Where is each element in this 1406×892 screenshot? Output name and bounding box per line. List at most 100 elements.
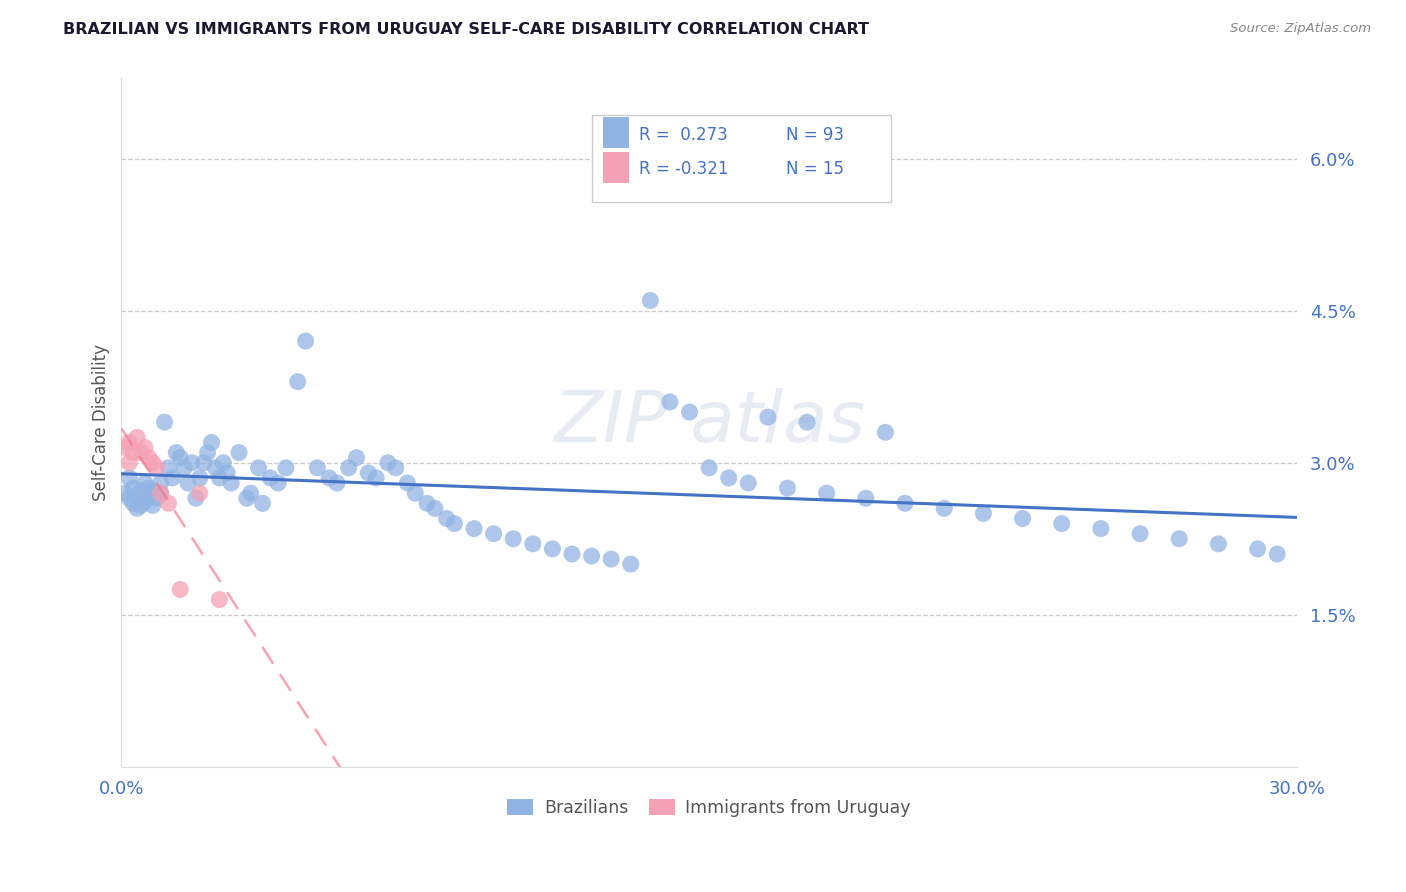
Point — [416, 496, 439, 510]
Point — [1168, 532, 1191, 546]
Point — [463, 522, 485, 536]
Point — [756, 410, 779, 425]
Point — [581, 549, 603, 563]
Text: R =  0.273: R = 0.273 — [638, 126, 727, 144]
Point — [1129, 526, 1152, 541]
Point — [1090, 522, 1112, 536]
Point — [1208, 537, 1230, 551]
Point — [259, 471, 281, 485]
Point — [165, 445, 187, 459]
Point — [796, 415, 818, 429]
Point — [145, 460, 167, 475]
Point — [239, 486, 262, 500]
Text: N = 93: N = 93 — [786, 126, 844, 144]
Point — [236, 491, 259, 506]
Point — [443, 516, 465, 531]
Point — [561, 547, 583, 561]
Point — [600, 552, 623, 566]
Point — [346, 450, 368, 465]
Point — [894, 496, 917, 510]
Point — [541, 541, 564, 556]
Point — [620, 557, 643, 571]
Point — [357, 466, 380, 480]
Point — [337, 460, 360, 475]
Point — [482, 526, 505, 541]
Point — [404, 486, 426, 500]
Point — [377, 456, 399, 470]
Point — [129, 498, 152, 512]
Point — [274, 460, 297, 475]
Point — [212, 456, 235, 470]
Point — [193, 456, 215, 470]
Point — [149, 486, 172, 500]
Point — [149, 475, 172, 490]
Legend: Brazilians, Immigrants from Uruguay: Brazilians, Immigrants from Uruguay — [501, 791, 918, 823]
Point — [138, 481, 160, 495]
Point — [134, 475, 156, 490]
Point — [934, 501, 956, 516]
Point — [149, 486, 172, 500]
Point — [122, 496, 145, 510]
Point — [197, 445, 219, 459]
Point — [138, 450, 160, 465]
Point — [134, 494, 156, 508]
Point — [423, 501, 446, 516]
Point — [184, 491, 207, 506]
Text: R = -0.321: R = -0.321 — [638, 161, 728, 178]
Point — [114, 441, 136, 455]
Point — [436, 511, 458, 525]
Point — [129, 445, 152, 459]
Point — [200, 435, 222, 450]
Point — [118, 435, 141, 450]
Point — [247, 460, 270, 475]
FancyBboxPatch shape — [603, 118, 630, 148]
Point — [658, 395, 681, 409]
Y-axis label: Self-Care Disability: Self-Care Disability — [93, 343, 110, 500]
Point — [142, 484, 165, 499]
Point — [1050, 516, 1073, 531]
Point — [228, 445, 250, 459]
Point — [252, 496, 274, 510]
Text: BRAZILIAN VS IMMIGRANTS FROM URUGUAY SELF-CARE DISABILITY CORRELATION CHART: BRAZILIAN VS IMMIGRANTS FROM URUGUAY SEL… — [63, 22, 869, 37]
Point — [717, 471, 740, 485]
Point — [162, 471, 184, 485]
Point — [157, 496, 180, 510]
Point — [737, 475, 759, 490]
Point — [208, 592, 231, 607]
Point — [188, 486, 211, 500]
Point — [1011, 511, 1033, 525]
Point — [1246, 541, 1268, 556]
Point — [217, 466, 239, 480]
Point — [522, 537, 544, 551]
Point — [142, 456, 165, 470]
Point — [157, 460, 180, 475]
Point — [118, 491, 141, 506]
Point — [127, 501, 149, 516]
FancyBboxPatch shape — [592, 115, 891, 202]
Point — [118, 471, 141, 485]
Point — [114, 486, 136, 500]
Point — [267, 475, 290, 490]
Point — [138, 488, 160, 502]
Point — [169, 582, 191, 597]
Point — [188, 471, 211, 485]
Point — [127, 430, 149, 444]
Text: N = 15: N = 15 — [786, 161, 844, 178]
Point — [640, 293, 662, 308]
Point — [364, 471, 387, 485]
Point — [122, 445, 145, 459]
Point — [177, 475, 200, 490]
Point — [122, 481, 145, 495]
Point — [294, 334, 316, 348]
Point — [173, 460, 195, 475]
Point — [208, 471, 231, 485]
Point — [307, 460, 329, 475]
FancyBboxPatch shape — [603, 152, 630, 183]
Point — [127, 488, 149, 502]
Point — [318, 471, 340, 485]
Point — [972, 507, 994, 521]
Point — [875, 425, 897, 440]
Text: ZIP atlas: ZIP atlas — [553, 388, 865, 457]
Point — [678, 405, 700, 419]
Point — [855, 491, 877, 506]
